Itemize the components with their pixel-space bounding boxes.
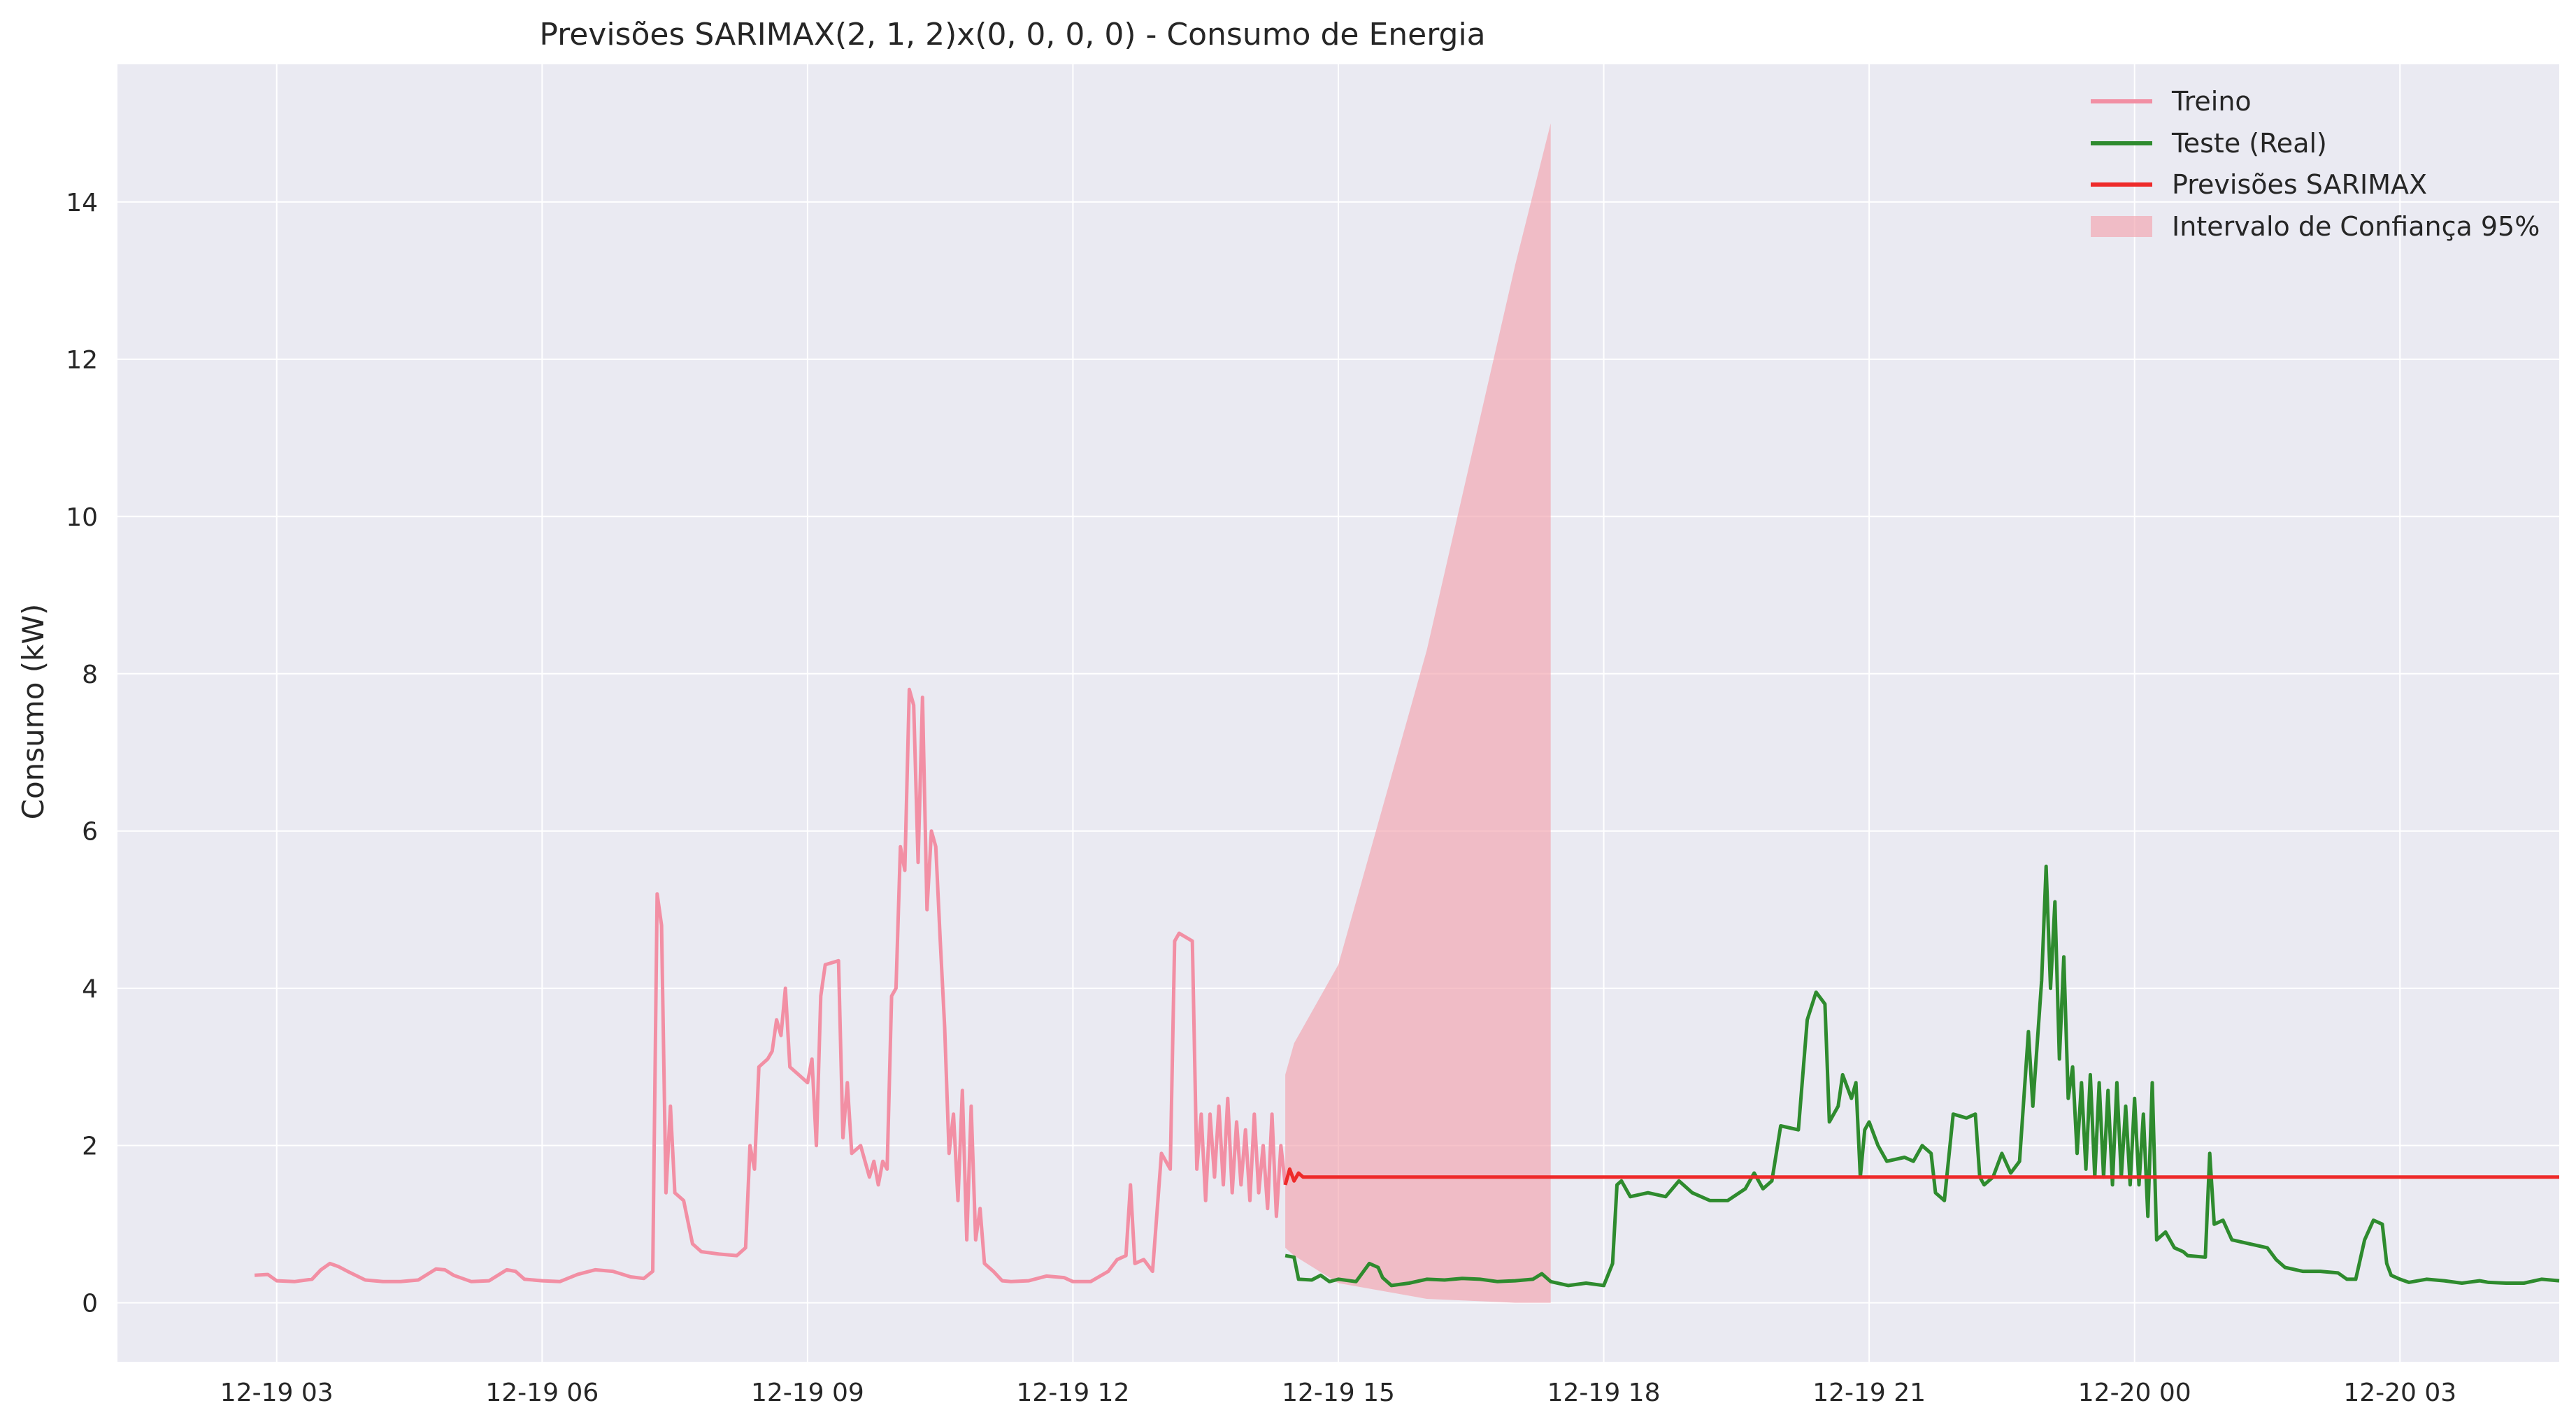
x-tick-labels: 12-19 03 12-19 06 12-19 09 12-19 12 12-19 15… [220, 1379, 2456, 1407]
legend-label-forecast: Previsões SARIMAX [2172, 169, 2427, 200]
legend-item-test: Teste (Real) [2091, 128, 2327, 159]
y-tick-label: 14 [66, 189, 98, 217]
y-tick-label: 10 [66, 503, 98, 532]
test-series-line [1285, 864, 2560, 1288]
y-axis-label: Consumo (kW) [16, 604, 50, 820]
legend-label-train: Treino [2171, 86, 2252, 117]
x-tick-label: 12-19 09 [751, 1379, 864, 1407]
confidence-interval-band [1285, 123, 1551, 1303]
legend-item-forecast: Previsões SARIMAX [2091, 169, 2427, 200]
confidence-band-layer [1285, 123, 1551, 1303]
legend-label-confidence-interval: Intervalo de Confiança 95% [2172, 211, 2540, 242]
y-tick-label: 6 [82, 818, 98, 847]
y-tick-labels: 0 2 4 6 8 10 12 14 [66, 189, 98, 1318]
x-tick-label: 12-19 06 [485, 1379, 599, 1407]
x-tick-label: 12-19 15 [1282, 1379, 1395, 1407]
legend-label-test: Teste (Real) [2171, 128, 2327, 159]
legend-item-train: Treino [2091, 86, 2252, 117]
y-tick-label: 0 [82, 1290, 98, 1318]
y-tick-label: 4 [82, 975, 98, 1004]
y-tick-label: 8 [82, 661, 98, 689]
x-tick-label: 12-19 18 [1547, 1379, 1661, 1407]
x-tick-label: 12-20 03 [2343, 1379, 2456, 1407]
series-layer [254, 687, 2560, 1288]
x-tick-label: 12-19 21 [1812, 1379, 1926, 1407]
x-tick-label: 12-19 12 [1017, 1379, 1130, 1407]
train-series-line [254, 687, 1287, 1283]
legend-item-confidence-interval: Intervalo de Confiança 95% [2091, 211, 2540, 242]
x-tick-label: 12-20 00 [2078, 1379, 2191, 1407]
x-tick-label: 12-19 03 [220, 1379, 334, 1407]
y-tick-label: 12 [66, 346, 98, 375]
legend: Treino Teste (Real) Previsões SARIMAX In… [2091, 86, 2540, 242]
y-tick-label: 2 [82, 1132, 98, 1161]
forecast-series-line [1283, 1167, 2559, 1186]
chart-title: Previsões SARIMAX(2, 1, 2)x(0, 0, 0, 0) … [539, 17, 1485, 52]
legend-swatch-confidence-interval [2091, 216, 2152, 237]
